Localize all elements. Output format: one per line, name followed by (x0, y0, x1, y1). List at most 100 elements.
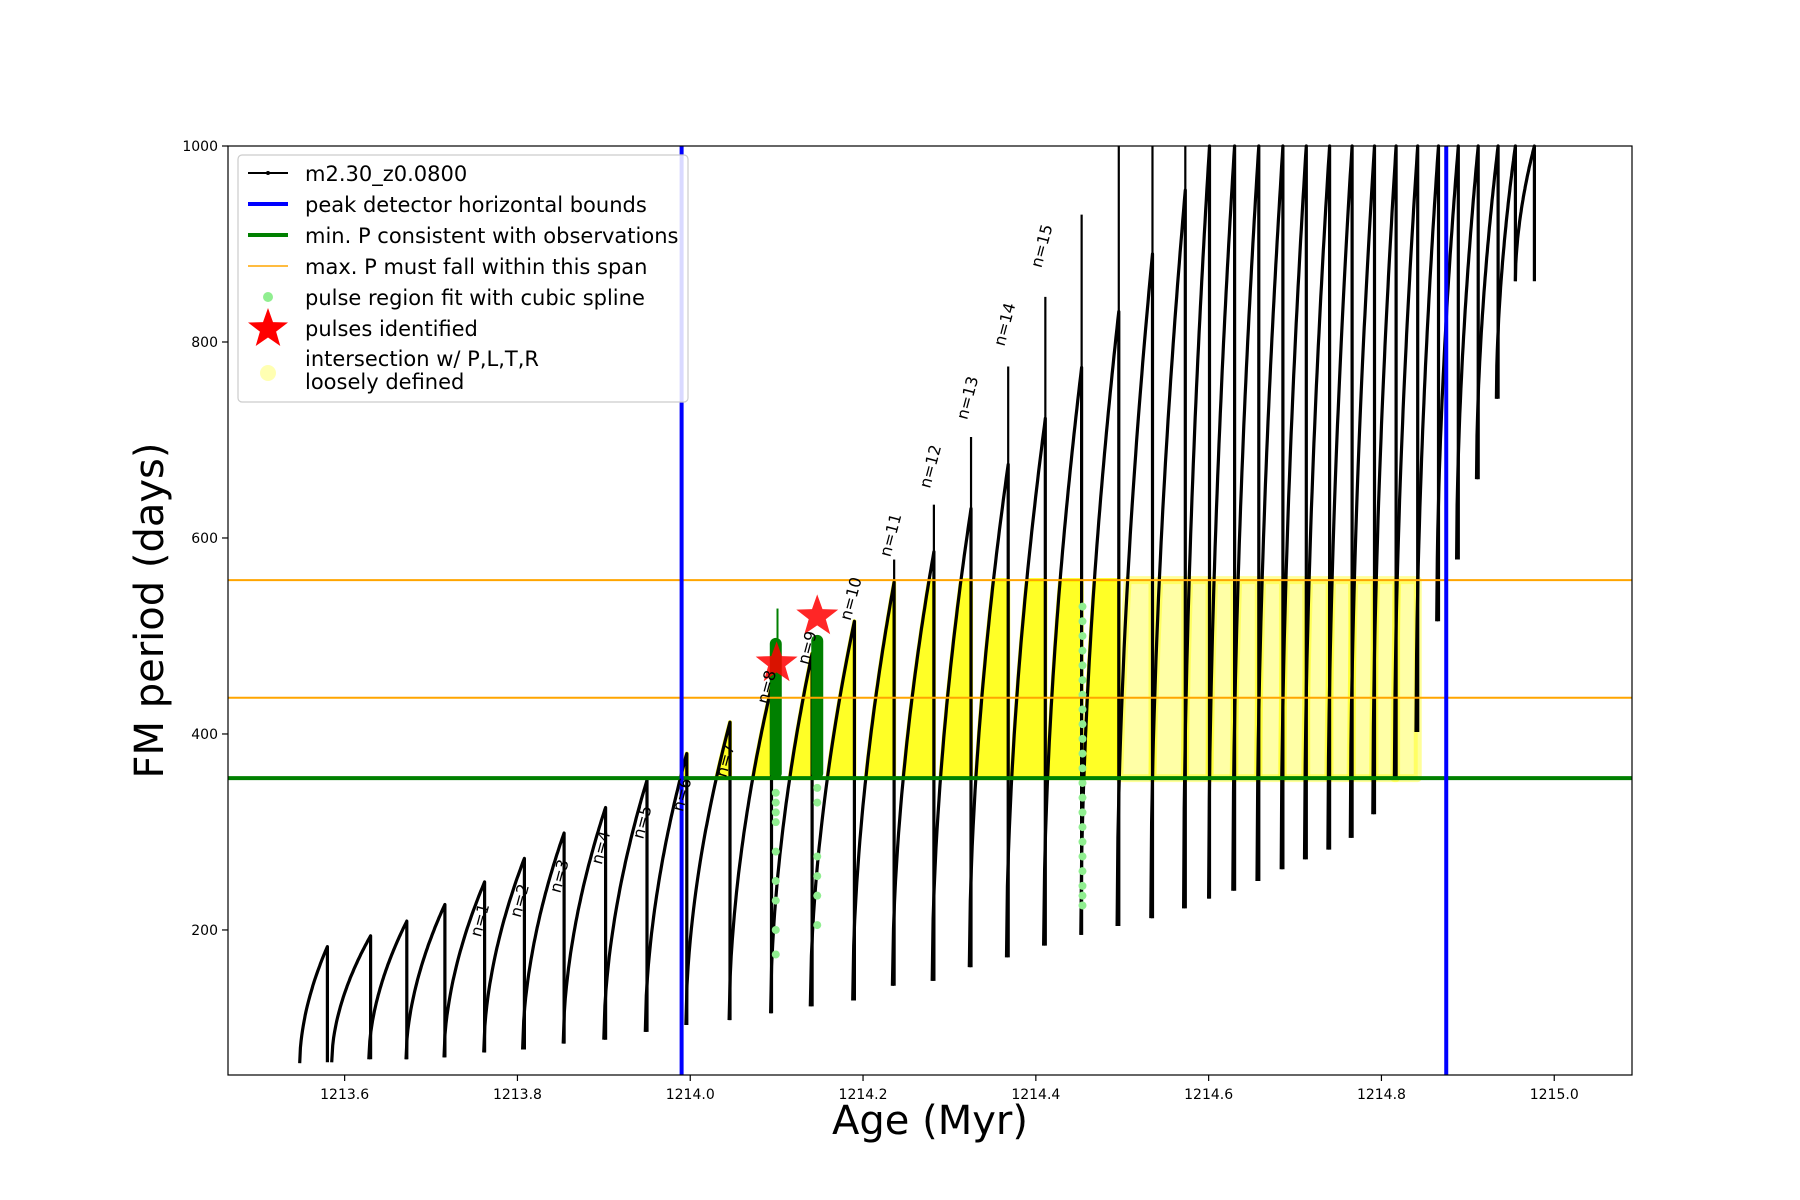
spline-point (1078, 901, 1087, 910)
spline-point (1078, 808, 1087, 817)
track-loop (561, 805, 608, 1044)
spline-point (1078, 749, 1087, 758)
pulse-star (755, 641, 798, 682)
spline-point (813, 891, 822, 900)
n-label: n=5 (629, 803, 656, 841)
spline-point (771, 896, 780, 905)
spline-point (1078, 705, 1087, 714)
n-label: n=13 (953, 374, 983, 421)
legend-intersection-label-1: intersection w/ P,L,T,R (305, 347, 539, 371)
spline-point (1078, 617, 1087, 626)
track-loop (1255, 144, 1285, 882)
y-tick-label: 800 (191, 335, 218, 351)
spline-point (1078, 676, 1087, 685)
spline-point (813, 872, 822, 881)
pulse-star (796, 594, 839, 635)
intersection-region (973, 578, 1011, 781)
track-loop (602, 778, 649, 1040)
spline-point (771, 950, 780, 959)
spline-point (1078, 720, 1087, 729)
spline-point (1078, 764, 1087, 773)
spline-point (771, 808, 780, 817)
n-label: n=2 (506, 882, 533, 920)
spline-point (813, 798, 822, 807)
track-loop (808, 619, 856, 1007)
track-loop (1302, 144, 1332, 860)
legend-max-p-label: max. P must fall within this span (305, 255, 647, 279)
track-loop (1004, 416, 1047, 958)
n-label: n=4 (587, 829, 614, 867)
x-tick-label: 1214.2 (839, 1087, 888, 1103)
legend-intersection-marker (260, 365, 276, 381)
legend-box (237, 154, 689, 403)
legend-intersection-label-2: loosely defined (305, 370, 464, 394)
n-label: n=11 (876, 511, 906, 558)
x-axis: 1213.6 1213.8 1214.0 1214.2 1214.4 1214.6 1214… (320, 1075, 1579, 1103)
legend-pulse-star (248, 308, 288, 346)
track-loop (1207, 144, 1237, 899)
y-tick-label: 1000 (182, 139, 218, 155)
track-loop (1392, 144, 1420, 779)
n-label: n=7 (712, 742, 739, 780)
n-label: n=12 (915, 443, 945, 490)
legend-track-marker (266, 171, 270, 175)
spline-point (771, 925, 780, 934)
spline-point (771, 818, 780, 827)
n-label: n=14 (990, 301, 1020, 348)
track-loop (1474, 144, 1500, 480)
track-loop (1414, 144, 1441, 733)
track-loop (1231, 144, 1261, 891)
spline-point (813, 852, 822, 861)
track-loop (367, 919, 409, 1060)
x-tick-label: 1213.6 (320, 1087, 369, 1103)
spline-point (771, 876, 780, 885)
spline-point (1078, 646, 1087, 655)
legend-spline-marker (263, 292, 273, 302)
track-loop (330, 934, 373, 1063)
spline-point (1078, 881, 1087, 890)
track-loop (298, 945, 329, 1064)
y-tick-label: 400 (191, 727, 218, 743)
x-axis-title: Age (Myr) (832, 1098, 1028, 1144)
track-loop (851, 580, 896, 1001)
spline-point (813, 783, 822, 792)
track-loop (1455, 144, 1480, 560)
spline-point (1078, 778, 1087, 787)
spline-point (1078, 823, 1087, 832)
spline-point (1078, 734, 1087, 743)
spline-point (1078, 852, 1087, 861)
legend-bounds-label: peak detector horizontal bounds (305, 193, 647, 217)
x-tick-label: 1214.4 (1011, 1087, 1060, 1103)
n-label: n=3 (546, 857, 573, 895)
x-tick-label: 1214.0 (666, 1087, 715, 1103)
track-loop (930, 507, 973, 981)
x-tick-label: 1214.8 (1357, 1087, 1406, 1103)
y-tick-label: 200 (191, 923, 218, 939)
track-loop (1371, 144, 1398, 815)
track-loop (442, 880, 487, 1058)
n-label: n=10 (836, 575, 866, 622)
track-loop (1042, 365, 1084, 946)
spline-point (1078, 793, 1087, 802)
legend-spline-label: pulse region fit with cubic spline (305, 286, 645, 310)
spline-point (771, 788, 780, 797)
track-loop (1513, 144, 1536, 282)
n-label: n=15 (1027, 222, 1057, 269)
track-loop (769, 652, 814, 1014)
track-loop (684, 720, 732, 1026)
spline-point (1078, 837, 1087, 846)
track-loop (482, 856, 526, 1053)
track-loop (1149, 188, 1187, 919)
track-loop (1494, 144, 1517, 399)
track-loop (1348, 144, 1377, 838)
y-axis-title: FM period (days) (127, 443, 173, 779)
track-loop (1182, 144, 1212, 909)
spline-point (771, 847, 780, 856)
x-tick-label: 1214.6 (1184, 1087, 1233, 1103)
spline-point (771, 798, 780, 807)
spline-point (1078, 631, 1087, 640)
legend-track-label: m2.30_z0.0800 (305, 162, 467, 187)
track-loop (727, 685, 774, 1021)
track-loop (1279, 144, 1308, 870)
